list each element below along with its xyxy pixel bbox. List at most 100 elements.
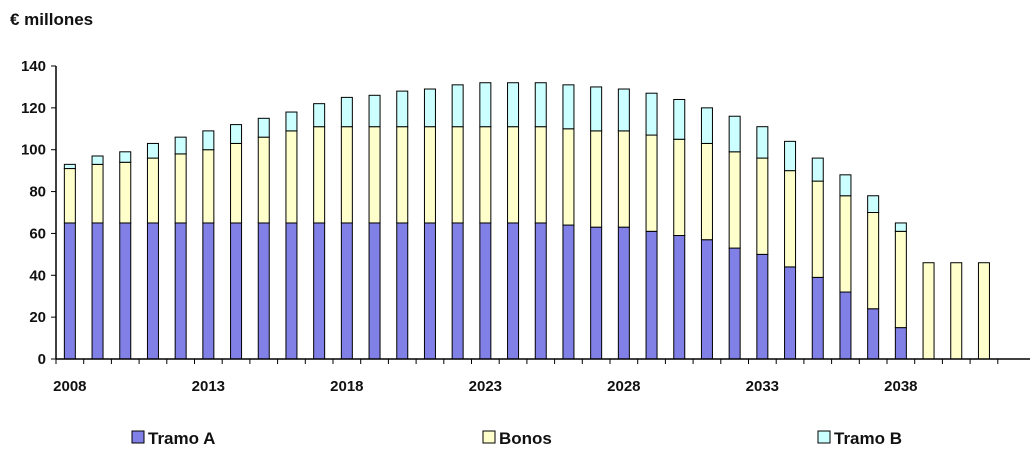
bar-tramo-b-2027 bbox=[590, 86, 603, 132]
legend: Tramo A Bonos Tramo B bbox=[131, 429, 902, 448]
bar-bonos-2020 bbox=[396, 126, 409, 224]
bar-tramo-a-2034 bbox=[784, 266, 797, 360]
bar-tramo-b-2025 bbox=[534, 82, 547, 128]
bar-tramo-a-2015 bbox=[257, 222, 270, 360]
bars-layer bbox=[63, 82, 990, 360]
bar-tramo-b-2021 bbox=[423, 88, 436, 128]
bar-tramo-b-2033 bbox=[756, 126, 769, 159]
bar-tramo-b-2034 bbox=[784, 140, 797, 172]
legend-swatch-tramo-b bbox=[817, 430, 831, 444]
bar-tramo-a-2016 bbox=[285, 222, 298, 360]
bar-tramo-a-2018 bbox=[340, 222, 353, 360]
bar-bonos-2033 bbox=[756, 157, 769, 255]
bar-bonos-2027 bbox=[590, 130, 603, 228]
y-tick-label: 120 bbox=[21, 100, 46, 117]
bar-bonos-2038 bbox=[894, 230, 907, 329]
bar-bonos-2018 bbox=[340, 126, 353, 224]
bar-tramo-a-2025 bbox=[534, 222, 547, 360]
bar-bonos-2009 bbox=[91, 163, 104, 224]
bar-tramo-b-2018 bbox=[340, 96, 353, 128]
bar-bonos-2014 bbox=[230, 142, 243, 224]
bar-tramo-a-2008 bbox=[63, 222, 76, 360]
bar-bonos-2010 bbox=[119, 161, 132, 224]
bar-tramo-b-2032 bbox=[728, 115, 741, 153]
legend-swatch-bonos bbox=[482, 430, 496, 444]
legend-label-tramo-b: Tramo B bbox=[834, 429, 902, 448]
bar-tramo-b-2013 bbox=[202, 130, 215, 151]
x-tick-label: 2023 bbox=[469, 378, 502, 395]
axes-layer: 0 20 40 60 80 100 120 140 2008 2013 2018 2023 2028 20… bbox=[21, 58, 1030, 395]
x-tick-label: 2013 bbox=[192, 378, 225, 395]
x-tick-label: 2033 bbox=[746, 378, 779, 395]
y-tick-label: 100 bbox=[21, 142, 46, 159]
bar-tramo-a-2024 bbox=[507, 222, 520, 360]
y-tick-label: 0 bbox=[38, 351, 46, 368]
bar-tramo-b-2026 bbox=[562, 84, 575, 130]
bar-tramo-a-2014 bbox=[230, 222, 243, 360]
bar-bonos-2011 bbox=[146, 157, 159, 224]
bar-bonos-2022 bbox=[451, 126, 464, 224]
bar-tramo-b-2030 bbox=[673, 98, 686, 140]
bar-bonos-2029 bbox=[645, 134, 658, 232]
bar-tramo-a-2011 bbox=[146, 222, 159, 360]
bar-tramo-b-2017 bbox=[313, 103, 326, 128]
bar-bonos-2015 bbox=[257, 136, 270, 224]
bar-bonos-2026 bbox=[562, 128, 575, 226]
bar-tramo-a-2012 bbox=[174, 222, 187, 360]
bar-bonos-2034 bbox=[784, 170, 797, 268]
bar-tramo-a-2010 bbox=[119, 222, 132, 360]
bar-bonos-2040 bbox=[950, 262, 963, 360]
bar-tramo-b-2012 bbox=[174, 136, 187, 155]
legend-label-bonos: Bonos bbox=[499, 429, 552, 448]
bar-bonos-2023 bbox=[479, 126, 492, 224]
bar-tramo-b-2029 bbox=[645, 92, 658, 136]
bar-bonos-2032 bbox=[728, 151, 741, 249]
bar-bonos-2016 bbox=[285, 130, 298, 224]
y-unit-label: € millones bbox=[10, 10, 94, 29]
bar-tramo-a-2027 bbox=[590, 226, 603, 360]
bar-tramo-a-2038 bbox=[894, 327, 907, 360]
bar-bonos-2041 bbox=[977, 262, 990, 360]
bar-tramo-b-2011 bbox=[146, 142, 159, 159]
bar-bonos-2024 bbox=[507, 126, 520, 224]
bar-tramo-a-2035 bbox=[811, 276, 824, 360]
bar-tramo-a-2032 bbox=[728, 247, 741, 360]
y-tick-label: 20 bbox=[29, 309, 46, 326]
bar-bonos-2012 bbox=[174, 153, 187, 224]
bar-tramo-a-2013 bbox=[202, 222, 215, 360]
bar-tramo-b-2016 bbox=[285, 111, 298, 132]
bar-bonos-2021 bbox=[423, 126, 436, 224]
bar-tramo-b-2036 bbox=[839, 174, 852, 197]
bar-tramo-a-2023 bbox=[479, 222, 492, 360]
bar-tramo-b-2028 bbox=[617, 88, 630, 132]
bar-tramo-a-2009 bbox=[91, 222, 104, 360]
bar-tramo-b-2023 bbox=[479, 82, 492, 128]
bar-tramo-a-2019 bbox=[368, 222, 381, 360]
bar-tramo-b-2010 bbox=[119, 151, 132, 163]
bar-tramo-b-2020 bbox=[396, 90, 409, 128]
bar-tramo-a-2022 bbox=[451, 222, 464, 360]
bar-tramo-b-2035 bbox=[811, 157, 824, 182]
bar-tramo-a-2033 bbox=[756, 253, 769, 360]
bar-tramo-b-2008 bbox=[63, 163, 76, 170]
bar-tramo-b-2024 bbox=[507, 82, 520, 128]
bar-bonos-2013 bbox=[202, 149, 215, 224]
bar-tramo-b-2037 bbox=[867, 195, 880, 213]
bar-tramo-a-2026 bbox=[562, 224, 575, 360]
y-tick-label: 80 bbox=[29, 184, 46, 201]
bar-tramo-b-2022 bbox=[451, 84, 464, 128]
bar-tramo-a-2036 bbox=[839, 291, 852, 360]
bar-bonos-2035 bbox=[811, 180, 824, 278]
bar-bonos-2028 bbox=[617, 130, 630, 228]
bar-bonos-2039 bbox=[922, 262, 935, 360]
y-tick-label: 60 bbox=[29, 225, 46, 242]
bar-bonos-2036 bbox=[839, 195, 852, 293]
bar-tramo-a-2037 bbox=[867, 308, 880, 360]
bar-bonos-2017 bbox=[313, 126, 326, 224]
bar-tramo-a-2031 bbox=[700, 239, 713, 360]
y-tick-label: 140 bbox=[21, 58, 46, 75]
bar-tramo-b-2015 bbox=[257, 117, 270, 138]
bar-tramo-b-2009 bbox=[91, 155, 104, 165]
